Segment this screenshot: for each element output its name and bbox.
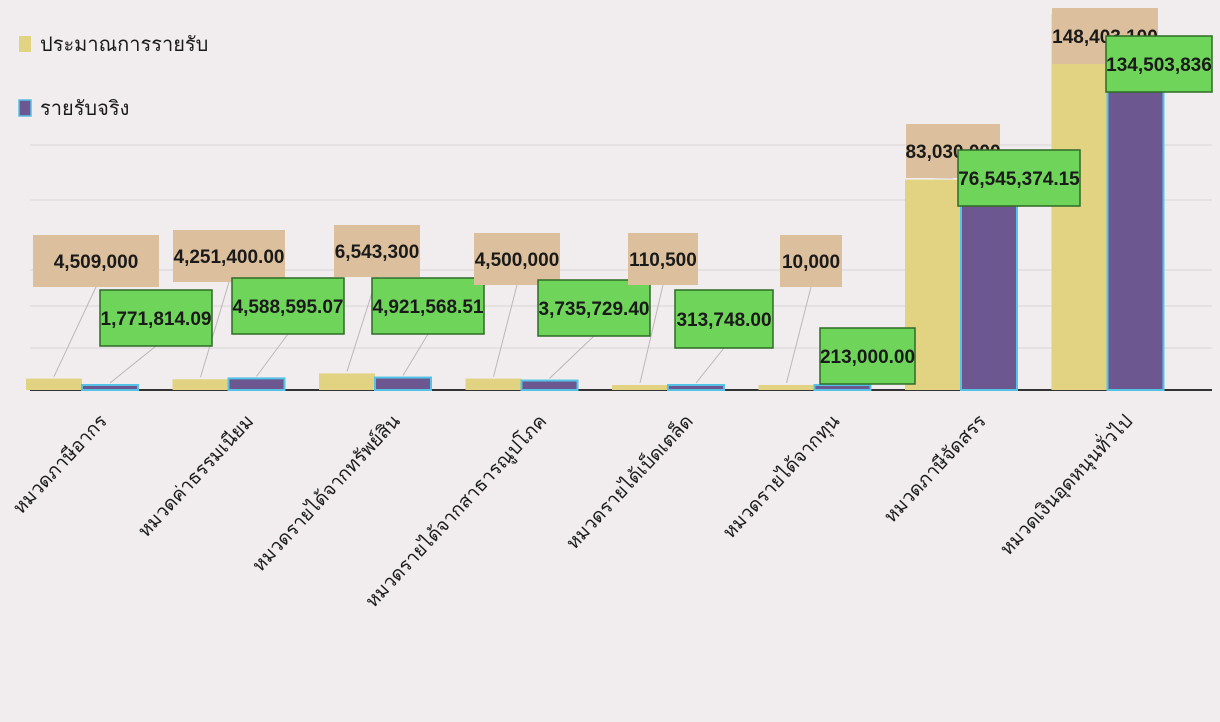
bars-layer (26, 14, 1165, 392)
data-label-box (173, 230, 285, 282)
data-label-box (780, 235, 842, 287)
bar-estimate (172, 379, 229, 390)
bar-actual (227, 377, 286, 391)
bar-actual (667, 384, 725, 391)
x-tick-label: หมวดรายได้จากทรัพย์สิน (248, 410, 405, 576)
data-label: 4,588,595.07 (233, 297, 344, 318)
data-label-box (33, 235, 159, 287)
leader-line (402, 333, 429, 376)
bar-estimate (758, 385, 815, 390)
bar-estimate (465, 378, 522, 390)
leader-line (549, 335, 595, 379)
data-label-box (1105, 35, 1213, 93)
data-label: 4,921,568.51 (373, 297, 484, 318)
bar-actual (81, 384, 139, 391)
data-label: 213,000.00 (820, 347, 915, 368)
data-label-box (231, 277, 345, 335)
data-label-box (628, 233, 698, 285)
bar-actual (1106, 48, 1165, 391)
bar-actual (960, 195, 1018, 391)
legend-swatch (18, 99, 32, 117)
data-labels: 4,509,000 1,771,814.09 4,251,400.00 4,588,5… (33, 8, 1213, 385)
data-label: 134,503,836 (1106, 55, 1212, 76)
data-label: 313,748.00 (676, 310, 771, 331)
bar-estimate (612, 385, 668, 390)
bar-estimate (319, 373, 375, 390)
data-label-box (99, 289, 213, 347)
x-tick-label: หมวดภาษีอากร (9, 410, 112, 518)
data-label-box (957, 149, 1081, 207)
bar-estimate (26, 378, 82, 390)
data-label-box (371, 277, 485, 335)
bar-actual (374, 376, 432, 391)
data-label-box (474, 233, 560, 285)
data-label: 6,543,300 (335, 242, 420, 263)
x-tick-label: หมวดภาษีจัดสรร (880, 410, 991, 527)
leader-line (256, 333, 289, 377)
data-label: 110,500 (629, 250, 697, 271)
leader-line (695, 347, 725, 384)
bar-actual (520, 379, 579, 392)
x-axis-tick-labels: หมวดภาษีอากร หมวดค่าธรรมเนียมหมวดรายได้จา… (9, 408, 1138, 612)
data-label-box (334, 225, 420, 277)
data-label: 1,771,814.09 (101, 309, 212, 330)
leader-line (53, 286, 97, 377)
data-label-box (819, 327, 916, 385)
data-label: 3,735,729.40 (539, 299, 650, 320)
leader-line (786, 286, 812, 384)
leader-line (493, 284, 518, 377)
x-tick-label: หมวดรายได้จากทุน (718, 410, 844, 543)
data-label: 10,000 (782, 252, 840, 273)
bar-actual (813, 384, 872, 391)
x-tick-label: หมวดเงินอุดหนุนทั่วไป (993, 408, 1137, 560)
legend-label: ประมาณการรายรับ (40, 32, 208, 56)
data-label-box (537, 279, 651, 337)
data-label-box (674, 289, 774, 349)
leader-line (200, 281, 230, 378)
x-tick-label: หมวดค่าธรรมเนียม (134, 410, 259, 541)
data-label: 76,545,374.15 (958, 169, 1080, 190)
data-label: 4,251,400.00 (174, 247, 285, 268)
leader-line (109, 345, 157, 384)
data-label: 4,500,000 (475, 250, 560, 271)
x-tick-label: หมวดรายได้เบ็ดเตล็ด (560, 409, 697, 554)
data-label: 4,509,000 (54, 252, 139, 273)
legend-label: รายรับจริง (40, 96, 129, 120)
legend-swatch (19, 36, 31, 52)
leader-line (639, 284, 664, 384)
